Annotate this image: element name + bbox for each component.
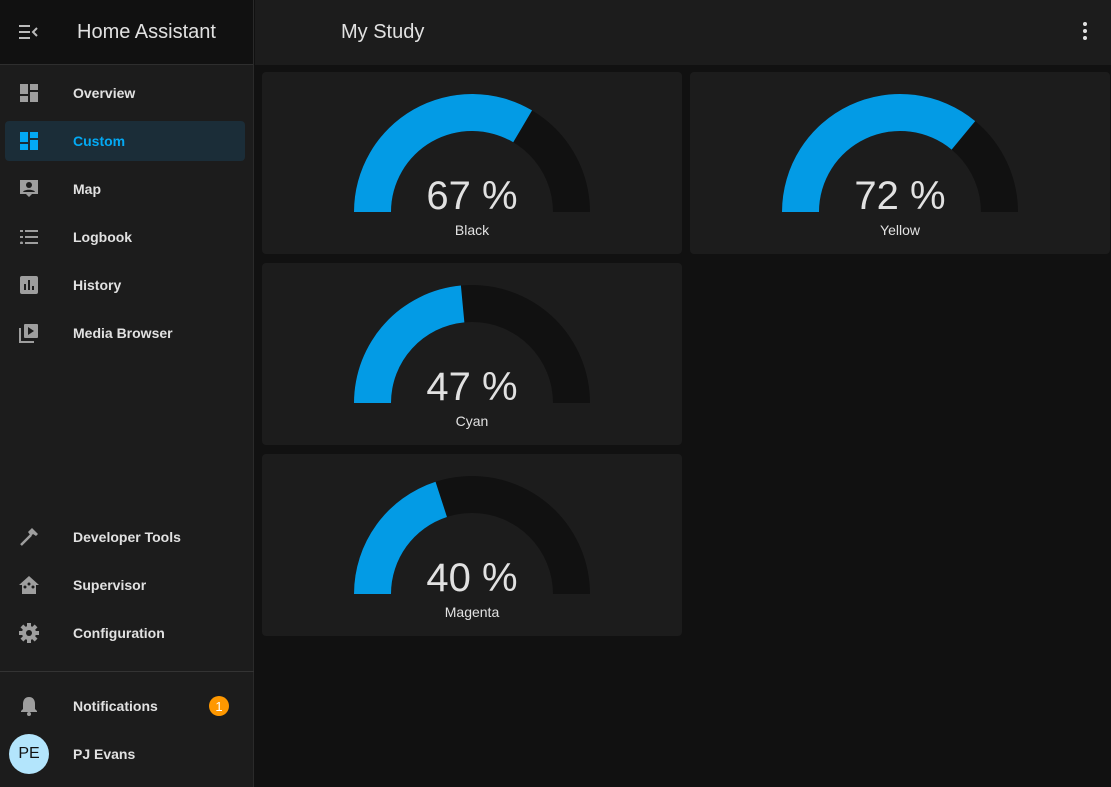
gauge xyxy=(354,93,590,212)
more-options-icon[interactable] xyxy=(1083,22,1089,40)
gauge-name: Cyan xyxy=(455,413,489,429)
chart-box-icon xyxy=(5,276,53,294)
sidebar-header: Home Assistant xyxy=(0,0,253,65)
sidebar-item-custom[interactable]: Custom xyxy=(5,121,245,161)
gauge xyxy=(354,476,590,594)
sidebar-item-map[interactable]: Map xyxy=(5,169,245,209)
gauge xyxy=(782,94,1018,212)
gauge-card-magenta[interactable]: 40 % Magenta xyxy=(262,454,682,636)
app-title: Home Assistant xyxy=(77,20,216,43)
gauge-value: 40 % xyxy=(426,556,518,600)
sidebar-divider xyxy=(0,671,254,672)
top-bar: My Study xyxy=(255,0,1111,65)
gauge-card-yellow[interactable]: 72 % Yellow xyxy=(690,72,1110,254)
gauge-fill xyxy=(782,94,976,212)
page-title: My Study xyxy=(341,21,425,43)
sidebar-item-developer-tools[interactable]: Developer Tools xyxy=(5,517,245,557)
gauge-card-cyan[interactable]: 47 % Cyan xyxy=(262,263,682,445)
hammer-icon xyxy=(5,527,53,547)
sidebar-item-notifications[interactable]: Notifications 1 xyxy=(5,686,245,726)
gauge-fill xyxy=(354,93,533,212)
sidebar-item-media-browser[interactable]: Media Browser xyxy=(5,313,245,353)
cog-icon xyxy=(5,623,53,643)
gauge-name: Black xyxy=(454,222,490,238)
home-assistant-icon xyxy=(5,576,53,594)
gauge-card-black[interactable]: 67 % Black xyxy=(262,72,682,254)
play-box-multiple-icon xyxy=(5,323,53,343)
gauge-fill xyxy=(354,481,447,594)
notification-count-badge: 1 xyxy=(209,696,229,716)
gauge xyxy=(354,285,590,403)
gauge-value: 72 % xyxy=(854,174,946,218)
view-dashboard-icon xyxy=(5,84,53,102)
gauge-value: 47 % xyxy=(426,365,518,409)
view-dashboard-icon xyxy=(5,132,53,150)
bell-icon xyxy=(5,696,53,716)
sidebar-item-logbook[interactable]: Logbook xyxy=(5,217,245,257)
gauge-fill xyxy=(354,285,465,403)
sidebar: Home Assistant Overview Custom Map Logbo… xyxy=(0,0,254,787)
sidebar-item-user[interactable]: PE PJ Evans xyxy=(5,734,245,774)
format-list-icon xyxy=(5,230,53,244)
map-account-icon xyxy=(5,179,53,199)
gauge-name: Yellow xyxy=(880,222,920,238)
sidebar-item-supervisor[interactable]: Supervisor xyxy=(5,565,245,605)
collapse-menu-icon[interactable] xyxy=(0,25,58,39)
sidebar-item-history[interactable]: History xyxy=(5,265,245,305)
gauge-value: 67 % xyxy=(426,174,518,218)
gauge-name: Magenta xyxy=(444,604,500,620)
sidebar-item-configuration[interactable]: Configuration xyxy=(5,613,245,653)
sidebar-item-overview[interactable]: Overview xyxy=(5,73,245,113)
avatar: PE xyxy=(9,734,49,774)
